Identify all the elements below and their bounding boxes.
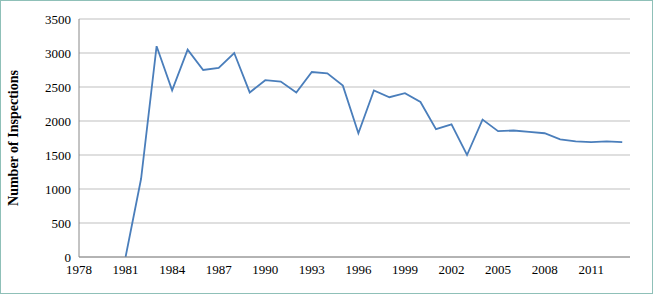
- svg-text:1000: 1000: [45, 182, 71, 197]
- svg-text:1996: 1996: [345, 262, 372, 277]
- svg-text:3000: 3000: [45, 46, 71, 61]
- svg-text:1984: 1984: [159, 262, 186, 277]
- svg-text:1500: 1500: [45, 148, 71, 163]
- svg-text:2002: 2002: [439, 262, 465, 277]
- svg-text:1978: 1978: [66, 262, 92, 278]
- svg-text:2011: 2011: [578, 262, 604, 277]
- svg-text:1999: 1999: [392, 262, 418, 277]
- svg-text:1981: 1981: [113, 262, 139, 277]
- svg-text:2500: 2500: [45, 80, 71, 95]
- svg-text:1987: 1987: [206, 262, 233, 277]
- svg-text:0: 0: [65, 250, 72, 265]
- svg-text:2008: 2008: [532, 262, 558, 277]
- svg-text:500: 500: [52, 216, 72, 231]
- svg-text:2000: 2000: [45, 114, 71, 129]
- svg-text:1993: 1993: [299, 262, 325, 277]
- svg-text:2005: 2005: [485, 262, 511, 277]
- svg-text:3500: 3500: [45, 12, 71, 27]
- svg-text:1990: 1990: [252, 262, 278, 277]
- svg-text:Number of Inspections: Number of Inspections: [8, 70, 21, 206]
